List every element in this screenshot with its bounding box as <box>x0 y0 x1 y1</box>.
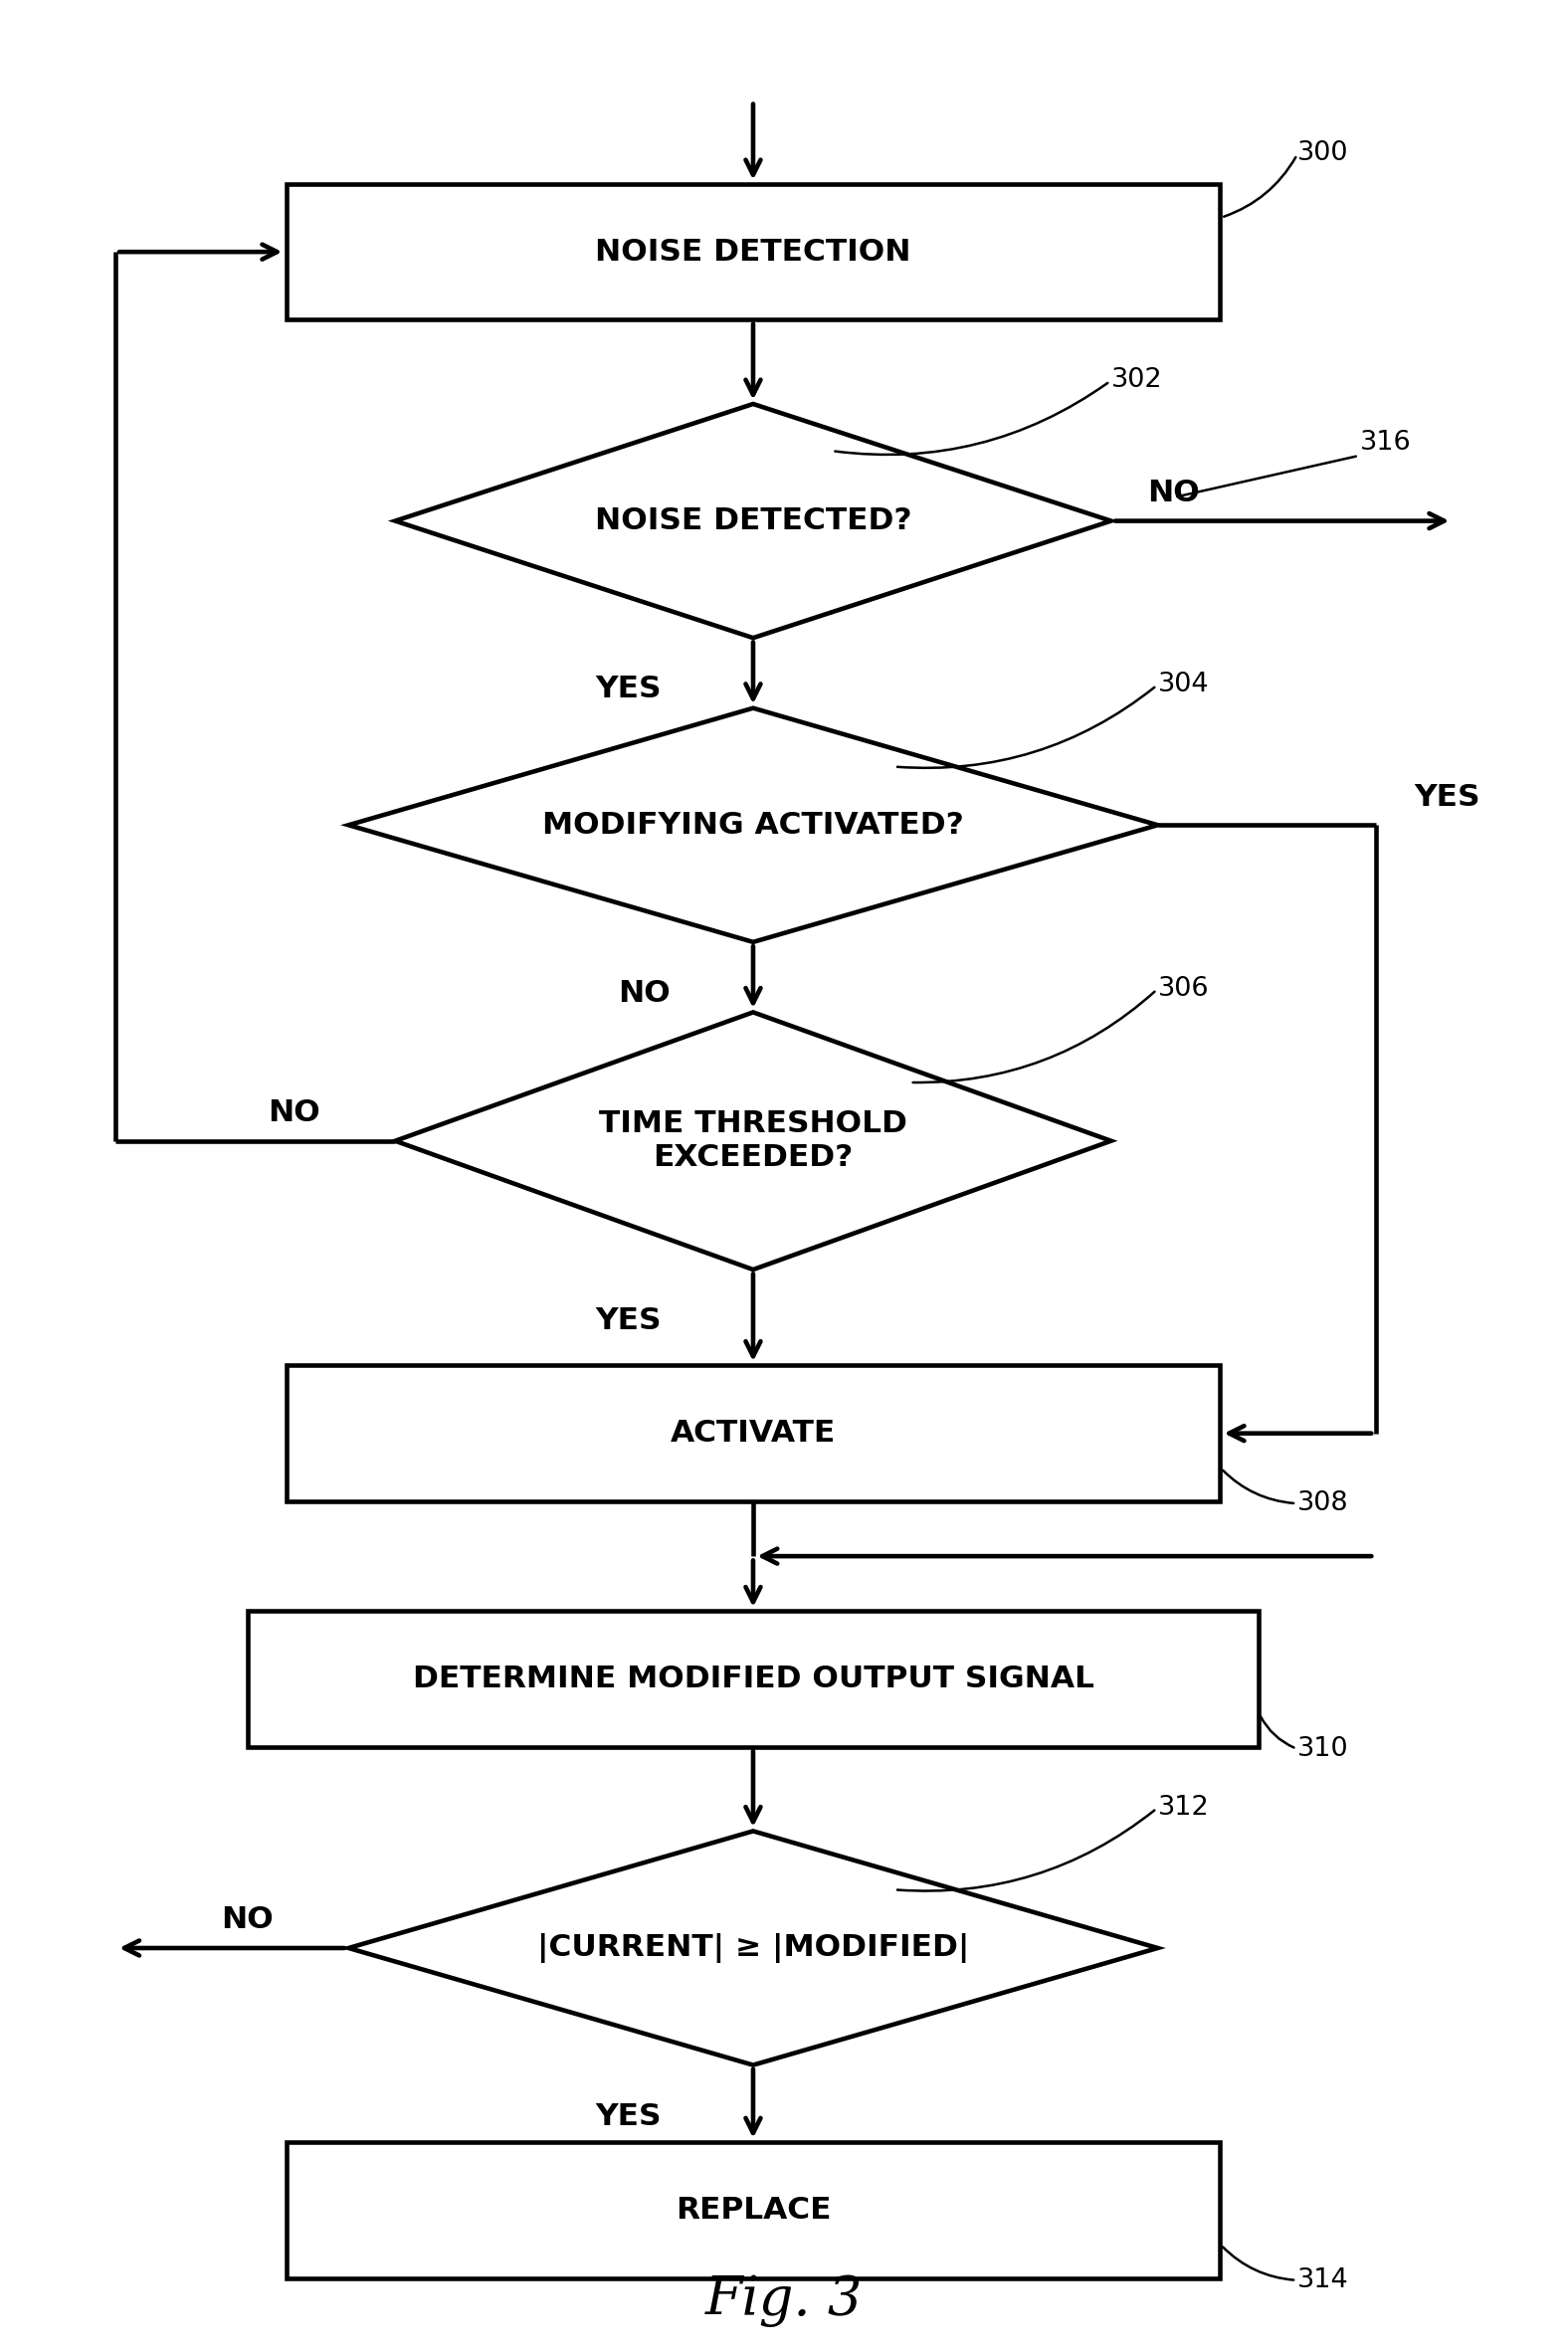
Text: NOISE DETECTED?: NOISE DETECTED? <box>594 506 911 536</box>
Text: 300: 300 <box>1297 141 1348 167</box>
Text: ACTIVATE: ACTIVATE <box>670 1418 836 1449</box>
Text: 314: 314 <box>1297 2267 1348 2293</box>
Text: 306: 306 <box>1157 976 1209 1002</box>
Polygon shape <box>395 405 1110 637</box>
Text: DETERMINE MODIFIED OUTPUT SIGNAL: DETERMINE MODIFIED OUTPUT SIGNAL <box>412 1665 1093 1693</box>
Polygon shape <box>395 1011 1110 1270</box>
Text: 310: 310 <box>1297 1736 1348 1762</box>
Text: |CURRENT| ≥ |MODIFIED|: |CURRENT| ≥ |MODIFIED| <box>536 1933 969 1964</box>
Text: MODIFYING ACTIVATED?: MODIFYING ACTIVATED? <box>543 811 964 840</box>
Text: REPLACE: REPLACE <box>676 2197 831 2225</box>
Text: NO: NO <box>1146 477 1200 508</box>
Text: TIME THRESHOLD
EXCEEDED?: TIME THRESHOLD EXCEEDED? <box>599 1110 906 1171</box>
FancyBboxPatch shape <box>287 2143 1220 2279</box>
FancyBboxPatch shape <box>287 183 1220 320</box>
Text: 316: 316 <box>1359 430 1411 456</box>
Text: YES: YES <box>1414 783 1480 811</box>
FancyBboxPatch shape <box>248 1611 1259 1748</box>
Text: NOISE DETECTION: NOISE DETECTION <box>594 238 911 266</box>
Text: 312: 312 <box>1157 1795 1209 1820</box>
Text: NO: NO <box>221 1905 273 1933</box>
Text: NO: NO <box>268 1098 320 1127</box>
Text: YES: YES <box>596 675 662 703</box>
Text: YES: YES <box>596 2103 662 2131</box>
Text: YES: YES <box>596 1308 662 1336</box>
Text: 304: 304 <box>1157 673 1209 699</box>
Text: Fig. 3: Fig. 3 <box>706 2274 862 2326</box>
FancyBboxPatch shape <box>287 1367 1220 1501</box>
Text: 308: 308 <box>1297 1491 1348 1517</box>
Text: 302: 302 <box>1110 367 1162 393</box>
Polygon shape <box>348 1832 1157 2065</box>
Polygon shape <box>348 708 1157 943</box>
Text: NO: NO <box>618 978 670 1009</box>
